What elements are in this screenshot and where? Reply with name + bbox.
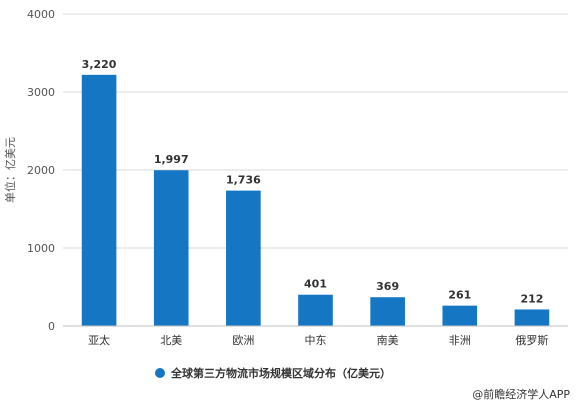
bar — [226, 190, 261, 326]
x-category-label: 非洲 — [449, 334, 471, 347]
credit-text: @前瞻经济学人APP — [472, 388, 570, 401]
x-category-label: 北美 — [160, 334, 182, 347]
y-tick-label: 4000 — [27, 8, 55, 21]
y-axis-ticks: 0 1000 2000 3000 4000 — [27, 8, 55, 333]
legend: 全球第三方物流市场规模区域分布（亿美元） — [155, 366, 391, 380]
bar — [298, 294, 333, 326]
data-label: 261 — [448, 289, 471, 302]
data-label: 1,736 — [226, 174, 261, 187]
y-tick-label: 3000 — [27, 86, 55, 99]
data-label: 212 — [520, 292, 543, 305]
bars — [81, 74, 550, 326]
grid — [63, 13, 568, 249]
x-category-label: 中东 — [305, 334, 327, 347]
x-category-label: 亚太 — [88, 334, 110, 347]
data-labels: 3,220 1,997 1,736 401 369 261 212 — [82, 58, 544, 306]
legend-marker — [155, 368, 165, 378]
bar — [81, 74, 117, 326]
y-tick-label: 2000 — [27, 164, 55, 177]
x-category-label: 南美 — [377, 334, 399, 347]
bar — [153, 170, 189, 326]
y-axis-label: 单位：亿美元 — [3, 137, 17, 203]
legend-label: 全球第三方物流市场规模区域分布（亿美元） — [170, 366, 391, 380]
data-label: 401 — [304, 278, 327, 291]
y-tick-label: 0 — [48, 320, 55, 333]
x-category-label: 欧洲 — [232, 334, 254, 347]
x-category-label: 俄罗斯 — [515, 334, 548, 347]
data-label: 1,997 — [154, 153, 189, 166]
data-label: 369 — [376, 280, 399, 293]
bar — [442, 305, 478, 326]
bar — [370, 297, 405, 326]
y-tick-label: 1000 — [27, 242, 55, 255]
x-axis-categories: 亚太 北美 欧洲 中东 南美 非洲 俄罗斯 — [88, 334, 548, 347]
data-label: 3,220 — [82, 58, 117, 71]
bar — [514, 309, 550, 326]
